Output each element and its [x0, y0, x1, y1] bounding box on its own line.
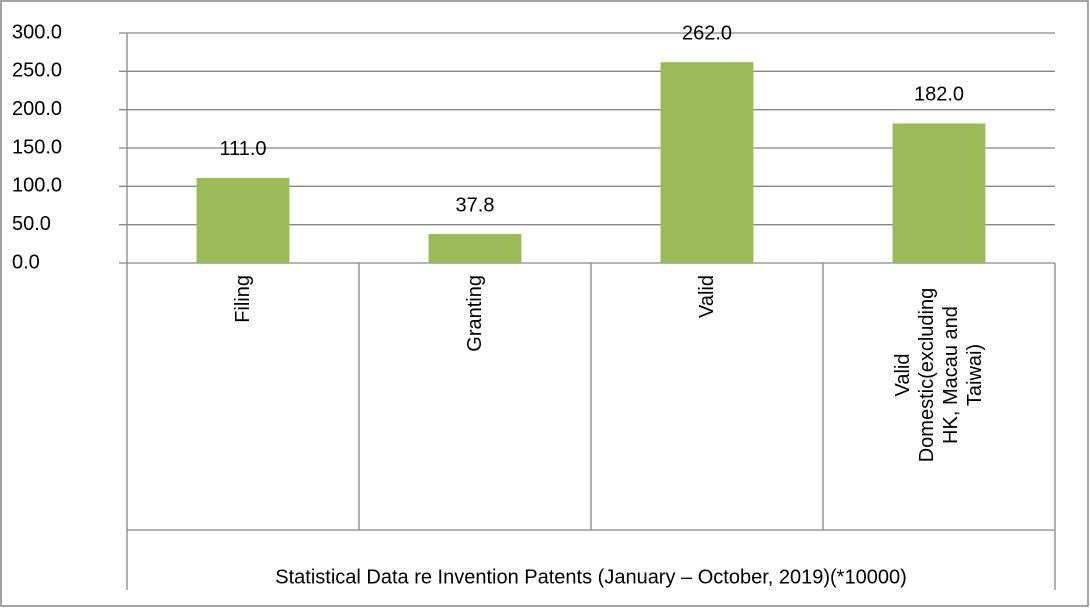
x-tick-text: Granting — [464, 275, 486, 352]
y-tick-label: 150.0 — [12, 136, 62, 158]
x-tick-label: Filing — [143, 275, 343, 525]
y-tick-label: 300.0 — [12, 21, 62, 43]
x-tick-text: Valid — [696, 275, 718, 318]
x-tick-label: Valid Domestic(excluding HK, Macau and T… — [839, 275, 1039, 525]
y-tick-label: 200.0 — [12, 98, 62, 120]
y-tick-label: 100.0 — [12, 175, 62, 197]
y-tick-label: 50.0 — [12, 213, 51, 235]
y-tick-label: 250.0 — [12, 60, 62, 82]
data-label: 262.0 — [682, 22, 732, 44]
bar — [196, 177, 290, 263]
bar — [660, 62, 754, 264]
x-tick-label: Granting — [375, 275, 575, 525]
x-tick-label: Valid — [607, 275, 807, 525]
x-axis-label: Statistical Data re Invention Patents (J… — [275, 566, 906, 588]
bar — [428, 234, 522, 263]
data-label: 182.0 — [914, 84, 964, 106]
x-tick-text: Filing — [232, 275, 254, 323]
x-tick-text: Valid Domestic(excluding HK, Macau and T… — [892, 287, 986, 463]
bar — [892, 123, 986, 263]
data-label: 37.8 — [456, 194, 495, 216]
data-label: 111.0 — [219, 138, 266, 160]
y-tick-label: 0.0 — [12, 251, 40, 273]
